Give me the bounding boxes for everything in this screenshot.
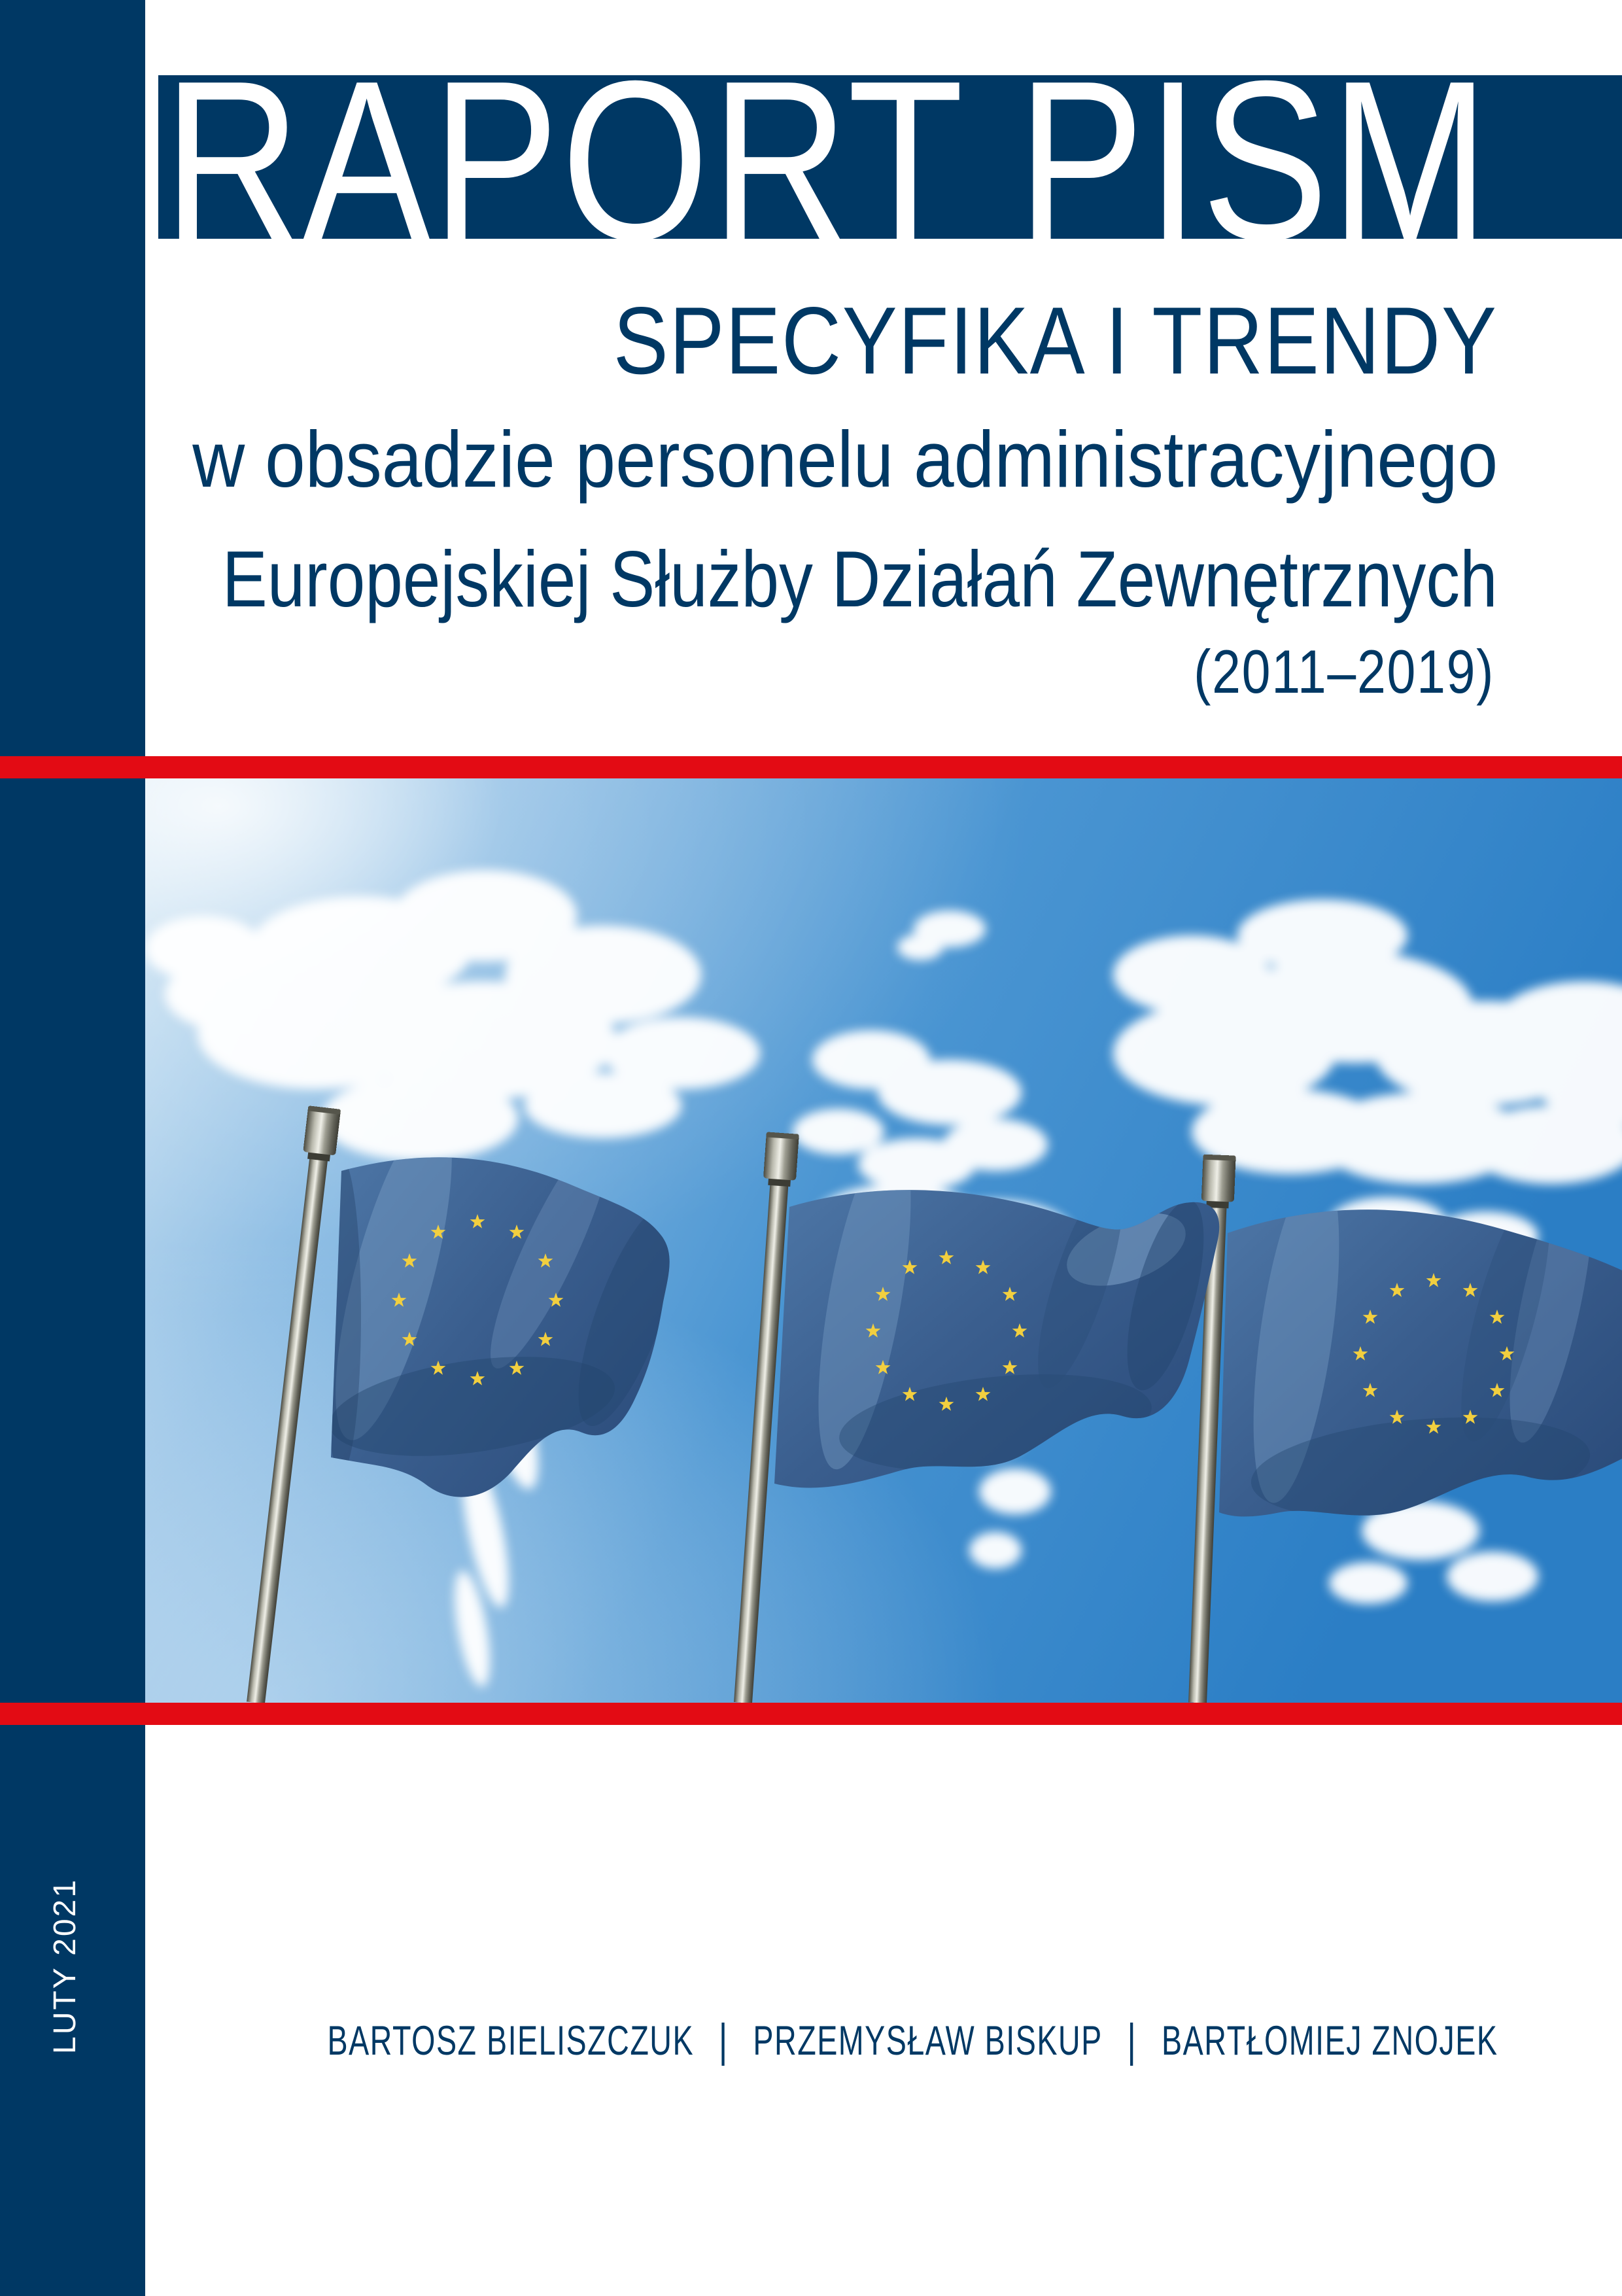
title-years: (2011–2019) <box>1194 637 1494 706</box>
title-line-2: w obsadzie personelu administracyjnego <box>192 415 1498 504</box>
author-separator: | <box>1126 2014 1137 2066</box>
title-line-3: Europejskiej Służby Działań Zewnętrznych <box>222 534 1498 623</box>
flagpole-1 <box>247 1105 341 1703</box>
flagpole-3 <box>1188 1154 1236 1703</box>
eu-flag-1 <box>331 1157 670 1497</box>
cover-photo <box>145 778 1622 1703</box>
title-line-1: SPECYFIKA I TRENDY <box>613 287 1498 394</box>
red-rule-top <box>0 756 1622 778</box>
author-2: PRZEMYSŁAW BISKUP <box>752 2018 1103 2064</box>
sidebar-band <box>0 0 145 2296</box>
author-3: BARTŁOMIEJ ZNOJEK <box>1161 2018 1498 2064</box>
author-1: BARTOSZ BIELISZCZUK <box>327 2018 694 2064</box>
masthead-title: RAPORT PISM <box>164 33 1491 287</box>
author-separator: | <box>718 2014 729 2066</box>
issue-date: LUTY 2021 <box>48 1878 82 2054</box>
flagpole-2 <box>734 1132 799 1703</box>
eu-flag-2 <box>774 1190 1220 1488</box>
red-rule-bottom <box>0 1703 1622 1725</box>
authors-line: BARTOSZ BIELISZCZUK | PRZEMYSŁAW BISKUP | BA… <box>327 2017 1498 2064</box>
masthead-band <box>158 75 1622 239</box>
eu-flag-3 <box>1219 1209 1622 1517</box>
